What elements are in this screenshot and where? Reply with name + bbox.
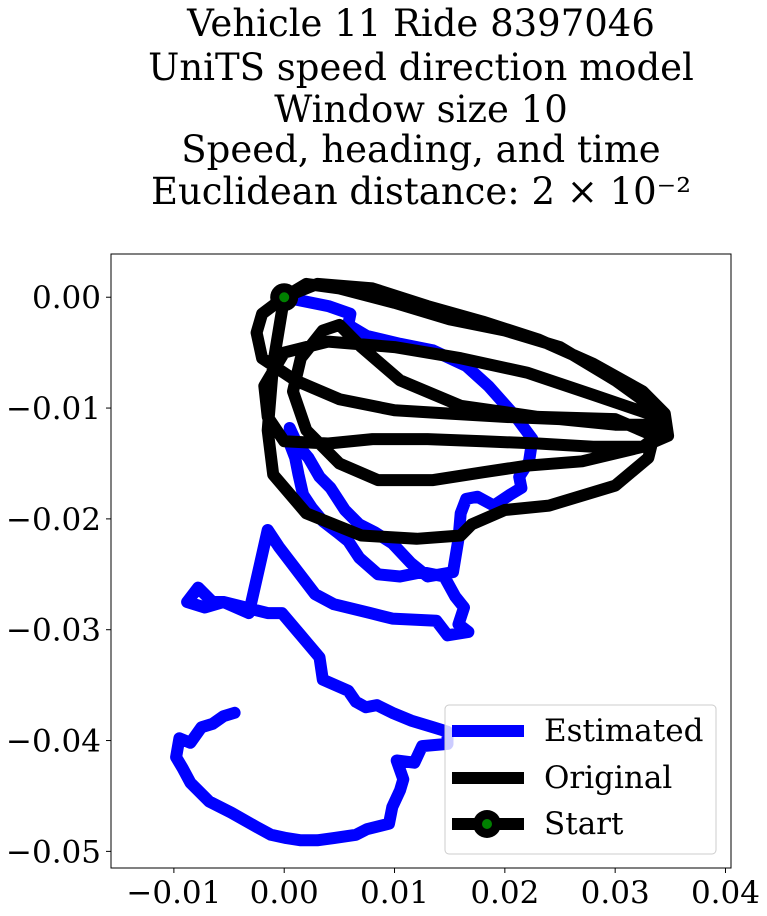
- title-line-3: Window size 10: [274, 88, 568, 131]
- x-tick-label: 0.02: [470, 875, 539, 911]
- x-tick-label: 0.03: [581, 875, 650, 911]
- x-tick-label: −0.01: [126, 875, 221, 911]
- title-line-1: Vehicle 11 Ride 8397046: [186, 2, 655, 45]
- legend-start-label: Start: [544, 806, 624, 842]
- legend: Estimated Original Start: [444, 704, 717, 855]
- series-layer: [170, 277, 675, 847]
- x-tick-label: 0.00: [250, 875, 319, 911]
- y-tick-label: −0.04: [6, 724, 101, 760]
- x-tick-label: 0.01: [360, 875, 429, 911]
- legend-start-marker: [482, 819, 492, 829]
- y-tick-label: −0.01: [6, 391, 101, 427]
- legend-box: [444, 704, 717, 855]
- x-axis: −0.01 0.00 0.01 0.02 0.03 0.04: [126, 868, 760, 911]
- title-line-4: Speed, heading, and time: [181, 128, 660, 171]
- y-tick-label: −0.03: [6, 613, 101, 649]
- y-tick-label: 0.00: [32, 280, 101, 316]
- series-line-estimated: [170, 291, 539, 847]
- legend-original-label: Original: [544, 760, 672, 796]
- title-line-5: Euclidean distance: 2 × 10⁻²: [151, 170, 691, 213]
- chart-title: Vehicle 11 Ride 8397046 UniTS speed dire…: [148, 2, 694, 213]
- title-line-2: UniTS speed direction model: [148, 46, 694, 89]
- y-axis: 0.00 −0.01 −0.02 −0.03 −0.04 −0.05: [6, 280, 111, 870]
- legend-estimated-label: Estimated: [544, 713, 703, 749]
- start-marker: [279, 292, 290, 303]
- plot-frame: [110, 253, 732, 869]
- y-tick-label: −0.02: [6, 502, 101, 538]
- series-line-original: [250, 277, 675, 545]
- y-tick-label: −0.05: [6, 834, 101, 870]
- x-tick-label: 0.04: [691, 875, 760, 911]
